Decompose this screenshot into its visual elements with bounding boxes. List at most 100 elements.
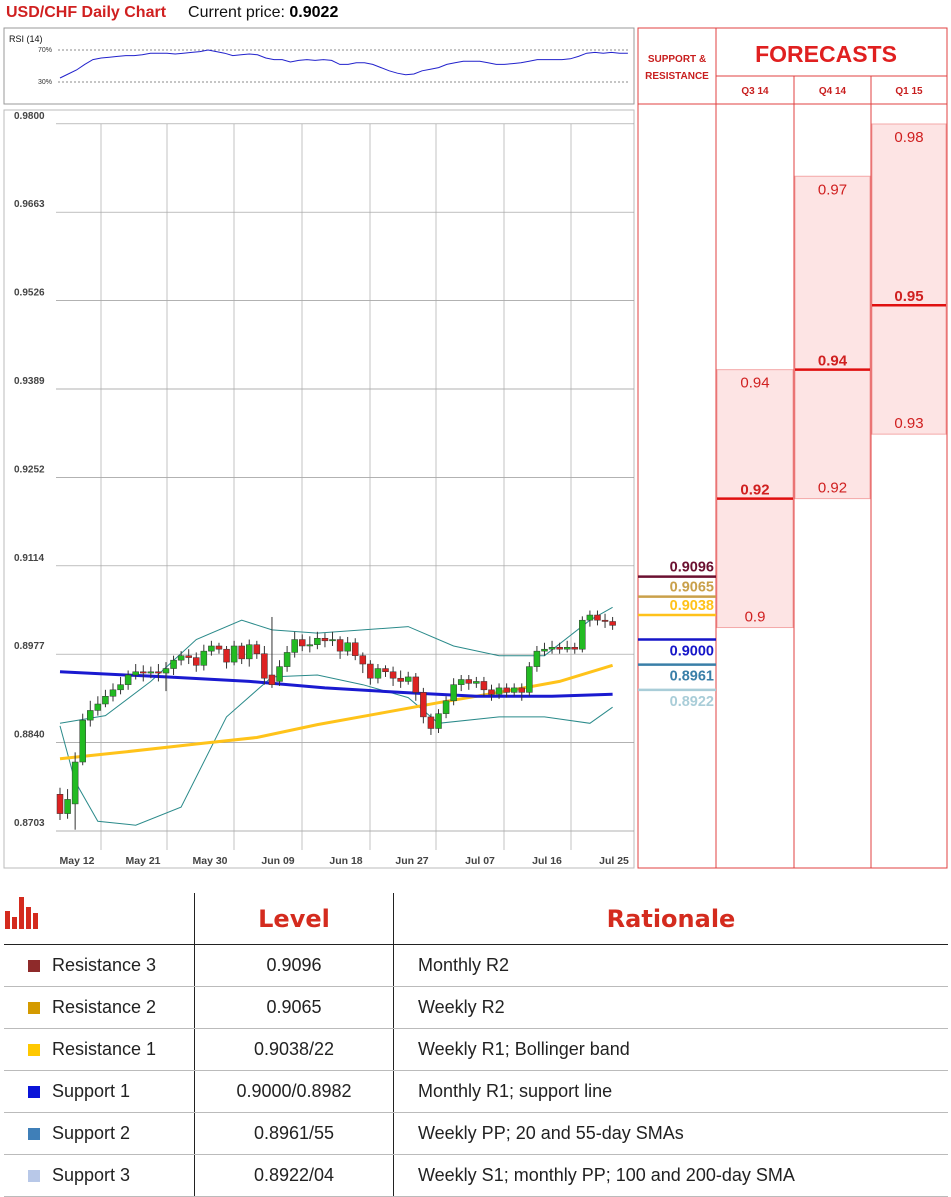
table-row: Resistance 3 0.9096 Monthly R2 — [4, 944, 948, 987]
rsi-30-label: 30% — [38, 79, 52, 86]
level-name-cell: Resistance 1 — [4, 1028, 195, 1071]
level-name: Support 2 — [52, 1123, 131, 1143]
quarter-label: Q4 14 — [819, 86, 847, 97]
candle-body — [268, 674, 276, 685]
level-name-cell: Resistance 2 — [4, 986, 195, 1029]
forecast-top-value: 0.97 — [818, 181, 847, 198]
sr-level-value: 0.8922 — [670, 694, 714, 710]
sr-level-value: 0.9096 — [670, 560, 714, 576]
rsi-frame — [3, 27, 635, 105]
candle-body — [200, 650, 208, 666]
forecast-panel: SUPPORT & RESISTANCE FORECASTS Q3 14 Q4 14 Q1… — [637, 27, 948, 869]
candle-body — [170, 659, 177, 669]
candle-body — [533, 650, 541, 667]
forecast-band — [794, 175, 871, 500]
candle-body — [71, 761, 79, 805]
candle-body — [556, 647, 563, 650]
candle-body — [276, 666, 283, 682]
candle-body — [291, 639, 298, 653]
candle-body — [344, 642, 351, 652]
forecast-bottom-value: 0.92 — [818, 480, 847, 497]
sma-blue — [59, 670, 613, 698]
sr-level-value: 0.9038 — [670, 598, 714, 614]
candle-body — [579, 619, 586, 650]
quarter-label: Q3 14 — [741, 86, 769, 97]
table-header-row: Level Rationale — [4, 893, 948, 945]
level-value: 0.9038/22 — [194, 1028, 394, 1071]
current-price-label: Current price: — [188, 4, 285, 21]
candle-body — [162, 668, 170, 674]
x-tick-label: Jun 27 — [395, 855, 428, 867]
chart-title: USD/CHF Daily Chart — [6, 4, 167, 21]
sr-level-value: 0.9065 — [670, 580, 714, 596]
x-tick-label: Jul 16 — [532, 855, 562, 867]
candle-body — [177, 655, 185, 661]
y-tick-label: 0.8840 — [14, 730, 45, 741]
level-color-swatch — [28, 1128, 40, 1140]
x-tick-label: May 12 — [59, 855, 94, 867]
table-header-icon-cell — [4, 893, 195, 945]
candle-body — [314, 637, 321, 645]
candle-body — [321, 637, 329, 642]
candle-body — [450, 684, 457, 702]
candle-body — [571, 647, 579, 650]
forecast-top-value: 0.94 — [740, 375, 769, 392]
level-rationale: Monthly R1; support line — [393, 1070, 948, 1113]
x-tick-label: May 21 — [125, 855, 160, 867]
candle-body — [488, 689, 495, 695]
candle-body — [298, 639, 306, 647]
level-name: Resistance 2 — [52, 997, 157, 1017]
level-value: 0.8961/55 — [194, 1112, 394, 1155]
candle-body — [283, 652, 291, 667]
level-color-swatch — [28, 1002, 40, 1014]
sr-level-value: 0.8961 — [670, 669, 714, 685]
rsi-line — [59, 49, 628, 79]
candle-body — [397, 677, 404, 682]
candle-body — [480, 681, 488, 691]
level-value: 0.8922/04 — [194, 1154, 394, 1197]
bollinger-lower — [59, 674, 613, 826]
candle-body — [87, 710, 94, 721]
x-tick-label: Jun 09 — [261, 855, 294, 867]
candle-body — [374, 668, 382, 679]
sr-level-value: 0.9000 — [670, 644, 714, 660]
level-name: Support 1 — [52, 1081, 131, 1101]
candle-body — [185, 655, 192, 658]
forecasts-title: FORECASTS — [755, 41, 897, 67]
table-row: Support 1 0.9000/0.8982 Monthly R1; suppor… — [4, 1070, 948, 1113]
chart-header: USD/CHF Daily Chart Current price: 0.9022 — [6, 2, 338, 24]
price-chart: 0.8703 0.8840 0.8977 0.9114 0.9252 0.9389 0.95… — [3, 109, 639, 869]
level-name: Resistance 3 — [52, 955, 157, 975]
candle-body — [140, 671, 147, 674]
candle-body — [563, 647, 571, 650]
candle-body — [412, 676, 420, 693]
level-value: 0.9096 — [194, 944, 394, 987]
candle-body — [193, 657, 200, 666]
level-name: Resistance 1 — [52, 1039, 157, 1059]
candle-body — [465, 679, 473, 684]
level-name-cell: Support 3 — [4, 1154, 195, 1197]
candle-body — [306, 644, 314, 647]
candle-body — [367, 663, 374, 679]
x-tick-label: May 30 — [192, 855, 227, 867]
candle-body — [404, 676, 412, 682]
forecast-top-value: 0.98 — [894, 129, 923, 146]
level-value: 0.9065 — [194, 986, 394, 1029]
sr-label-line2: RESISTANCE — [645, 71, 709, 82]
level-rationale: Monthly R2 — [393, 944, 948, 987]
y-tick-label: 0.8703 — [14, 818, 45, 829]
current-price-value: 0.9022 — [289, 4, 339, 21]
candle-body — [230, 645, 238, 663]
level-color-swatch — [28, 1086, 40, 1098]
level-name-cell: Support 1 — [4, 1070, 195, 1113]
candle-body — [457, 679, 465, 685]
candle-body — [503, 687, 510, 693]
candle-body — [117, 684, 124, 691]
quarter-label: Q1 15 — [895, 86, 923, 97]
candle-body — [541, 648, 548, 652]
candle-body — [246, 644, 253, 660]
candle-body — [473, 681, 480, 684]
x-tick-label: Jun 18 — [329, 855, 362, 867]
table-row: Support 3 0.8922/04 Weekly S1; monthly PP;… — [4, 1154, 948, 1197]
forecast-bottom-value: 0.93 — [894, 415, 923, 432]
